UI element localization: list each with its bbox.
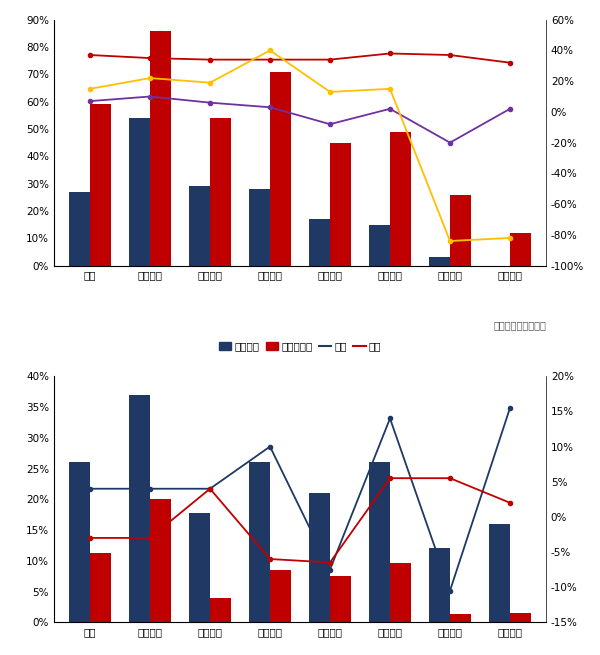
Bar — [510, 233, 531, 266]
Bar — [369, 462, 390, 622]
Bar — [249, 462, 270, 622]
Bar — [390, 563, 411, 622]
Text: 数据来源：百年建筑: 数据来源：百年建筑 — [493, 320, 546, 329]
Bar — [390, 132, 411, 266]
Bar — [330, 143, 351, 266]
Bar — [150, 31, 171, 266]
Bar — [69, 192, 90, 266]
Bar — [150, 499, 171, 622]
Bar — [270, 71, 291, 266]
Bar — [270, 570, 291, 622]
Bar — [429, 257, 450, 266]
Legend: 劳务到位, 劳务上岗率, 同比, 同比: 劳务到位, 劳务上岗率, 同比, 同比 — [215, 337, 385, 356]
Bar — [90, 553, 111, 622]
Bar — [90, 104, 111, 266]
Bar — [330, 576, 351, 622]
Bar — [450, 195, 471, 266]
Bar — [129, 118, 150, 266]
Bar — [429, 548, 450, 622]
Bar — [69, 462, 90, 622]
Bar — [369, 225, 390, 266]
Bar — [210, 597, 231, 622]
Bar — [489, 524, 510, 622]
Bar — [189, 187, 210, 266]
Bar — [309, 219, 330, 266]
Bar — [309, 493, 330, 622]
Bar — [510, 613, 531, 622]
Bar — [450, 614, 471, 622]
Bar — [129, 395, 150, 622]
Bar — [189, 513, 210, 622]
Bar — [249, 189, 270, 266]
Bar — [210, 118, 231, 266]
